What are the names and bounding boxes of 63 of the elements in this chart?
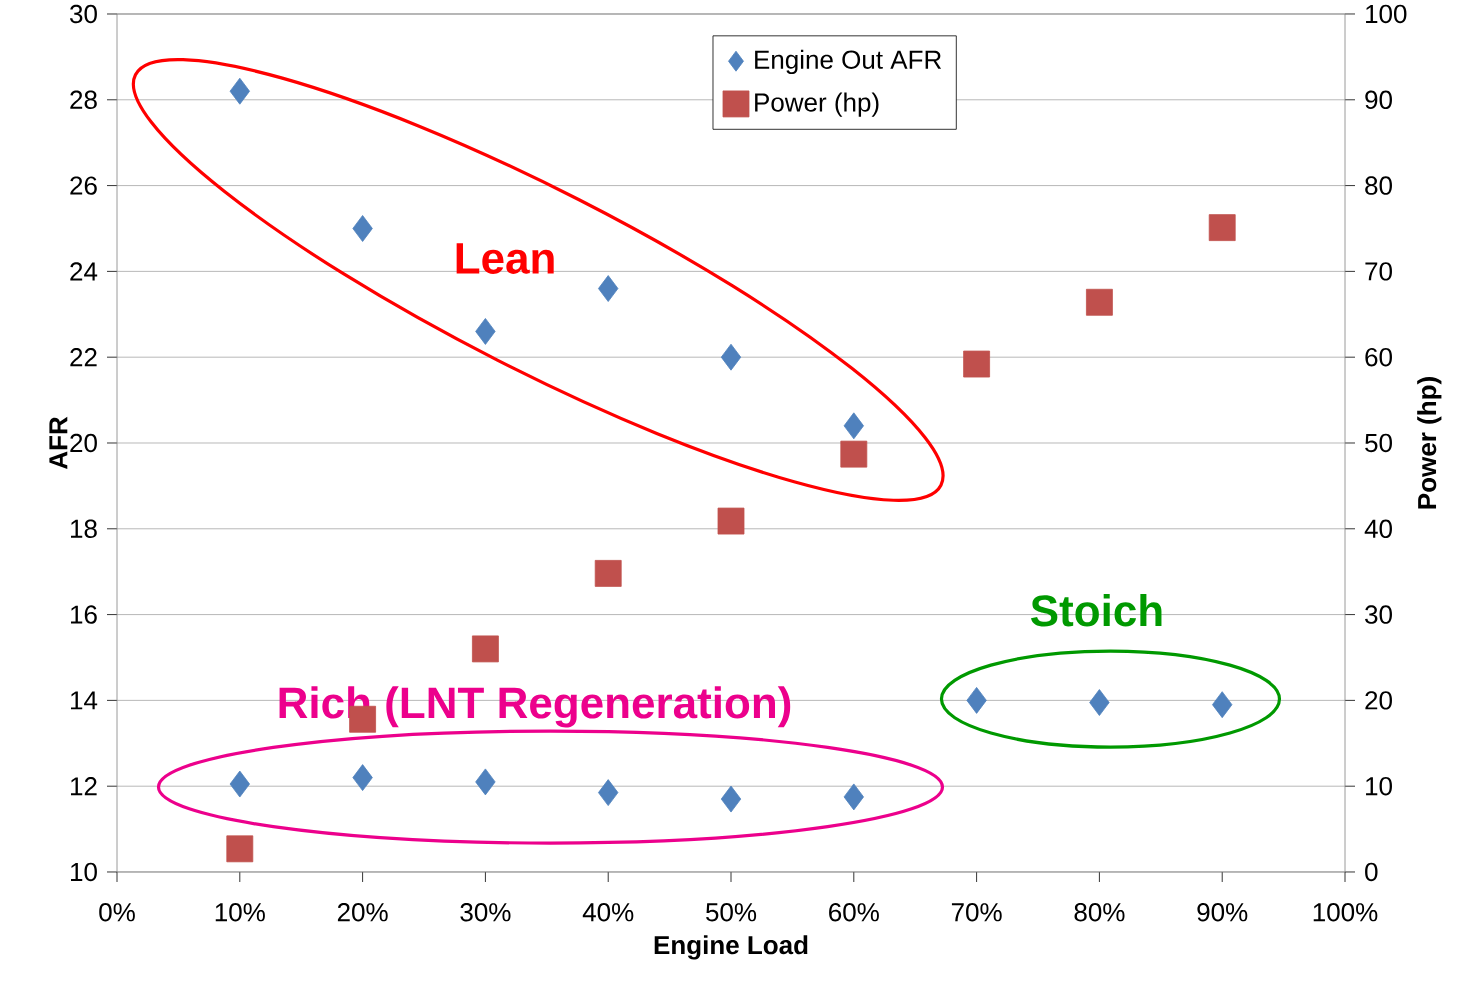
point	[352, 764, 373, 791]
y-tick-label: 10	[71, 862, 97, 882]
y-tick-label: 20	[70, 433, 97, 453]
y2-tick-label: 80	[1365, 176, 1392, 195]
legend-label: Engine Out AFR	[755, 49, 942, 75]
legend-label: Power (hp)	[755, 92, 879, 117]
point	[229, 770, 250, 798]
y2-axis-title: Power (hp)	[1417, 377, 1442, 509]
y-tick-label: 24	[70, 262, 98, 281]
point	[966, 686, 987, 714]
x-tick-label: 40%	[582, 903, 634, 922]
point	[843, 412, 864, 440]
point	[475, 768, 496, 796]
point	[472, 635, 499, 663]
y2-tick-label: 100	[1366, 4, 1407, 24]
x-tick-label: 30%	[460, 903, 511, 922]
y-tick-label: 14	[71, 691, 98, 710]
y2-tick-label: 0	[1365, 862, 1378, 882]
x-tick-label: 90%	[1197, 903, 1248, 922]
y2-tick-label: 20	[1365, 691, 1392, 710]
point	[475, 318, 496, 345]
y-tick-label: 22	[70, 348, 97, 367]
x-tick-label: 100%	[1313, 903, 1378, 922]
point	[720, 343, 742, 371]
y2-tick-label: 30	[1365, 605, 1392, 624]
y2-tick-label: 90	[1365, 90, 1392, 109]
y2-tick-label: 70	[1365, 262, 1392, 281]
x-tick-label: 20%	[337, 903, 388, 922]
point	[226, 835, 254, 863]
y2-tick-label: 60	[1365, 347, 1392, 367]
y-axis-title: AFR	[49, 416, 68, 470]
point	[1086, 288, 1113, 316]
point	[594, 560, 622, 587]
x-tick-label: 60%	[829, 903, 879, 922]
annotation: Lean	[456, 243, 554, 274]
point	[720, 785, 742, 813]
y-tick-label: 26	[70, 176, 97, 195]
x-tick-label: 0%	[99, 903, 135, 922]
y2-tick-label: 50	[1365, 433, 1392, 453]
y-tick-label: 30	[70, 4, 97, 24]
point	[963, 350, 991, 378]
y-tick-label: 28	[70, 90, 97, 109]
point	[598, 779, 619, 807]
annotation: Stoich	[1030, 594, 1162, 627]
point	[1089, 689, 1110, 716]
y-tick-label: 12	[71, 777, 97, 796]
point	[352, 215, 373, 242]
x-tick-label: 10%	[215, 903, 265, 922]
point	[840, 440, 868, 468]
point	[717, 507, 745, 535]
point	[229, 77, 250, 105]
point	[1212, 691, 1233, 719]
point	[598, 275, 619, 302]
y2-tick-label: 10	[1366, 776, 1392, 796]
x-axis-title: Engine Load	[654, 935, 808, 960]
point	[1208, 214, 1236, 242]
x-tick-label: 80%	[1074, 903, 1125, 922]
point	[843, 783, 864, 811]
y2-tick-label: 40	[1364, 519, 1392, 538]
x-tick-label: 70%	[951, 903, 1002, 922]
x-tick-label: 50%	[706, 903, 757, 922]
y-tick-label: 18	[71, 519, 97, 538]
y-tick-label: 16	[71, 605, 97, 624]
